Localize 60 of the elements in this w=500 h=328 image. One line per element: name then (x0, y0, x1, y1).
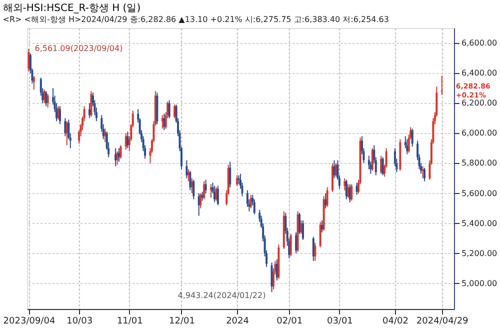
candlestick (229, 161, 232, 188)
candlestick (314, 242, 316, 262)
candlestick (440, 75, 443, 96)
annotation: 6,561.09(2023/09/04) (34, 44, 123, 53)
candlestick (368, 155, 370, 170)
candlestick (406, 138, 408, 155)
candlestick (324, 192, 327, 209)
candlestick (347, 184, 350, 198)
chart-subtitle: <R> <해외-항생 H>2024/04/29 종:6,282.86 ▲13.10 +0.21% 시:6,275.75 고:6,383.40 저:6,254.63 (2, 15, 389, 24)
candlestick (321, 220, 324, 233)
y-tick-label: 6,000.00 (462, 128, 498, 138)
candlestick (246, 190, 248, 208)
candlestick (45, 90, 48, 107)
candlestick (295, 232, 298, 254)
y-tick-label: 6,600.00 (462, 38, 498, 48)
candlestick (28, 48, 30, 72)
candlestick (104, 128, 106, 143)
candlestick (350, 184, 353, 202)
candlestick (174, 104, 176, 119)
candlestick (238, 174, 240, 185)
y-tick-label: 5,600.00 (462, 188, 498, 198)
y-tick-label: 5,400.00 (462, 218, 498, 228)
x-tick-label: 04/02 (382, 316, 408, 326)
candlestick (236, 174, 238, 186)
candlestick (382, 156, 384, 176)
candlestick (344, 178, 346, 191)
candlestick (58, 106, 61, 125)
x-tick-label: 11/01 (116, 316, 143, 326)
candlestick (57, 106, 60, 120)
candlestick (64, 118, 66, 137)
candlestick (380, 155, 382, 174)
candlestick (114, 148, 117, 167)
candlestick (215, 186, 218, 202)
x-tick-label: 02/01 (276, 316, 303, 326)
candlestick (90, 90, 92, 118)
y-tick-label: 6,200.00 (462, 98, 498, 108)
x-tick-label: 12/01 (169, 316, 195, 326)
x-tick-label: 2024 (226, 316, 250, 326)
candlestick (216, 185, 219, 206)
candlestick (290, 233, 292, 257)
candlestick (46, 94, 49, 108)
candlestick (326, 186, 328, 208)
candlestick (126, 131, 129, 149)
candlestick (204, 179, 207, 194)
chart-title: 해외-HSI:HSCE_R-항생 H (일) (2, 3, 141, 14)
y-tick-label: 5,800.00 (462, 158, 498, 168)
candlestick (163, 113, 166, 131)
candlestick (411, 128, 414, 148)
y-tick-label: 6,400.00 (462, 68, 498, 78)
x-tick-label: 2024/04/29 (416, 316, 469, 326)
x-tick-label: 2023/09/04 (3, 316, 56, 326)
candlestick (253, 198, 256, 215)
y-tick-label: 5,000.00 (462, 278, 498, 288)
x-tick-label: 10/03 (66, 316, 93, 326)
annotation: 4,943.24(2024/01/22) (178, 290, 266, 300)
x-tick-label: 03/01 (326, 316, 353, 326)
candlestick (319, 221, 322, 248)
y-tick-label: 5,200.00 (462, 248, 498, 258)
candlestick (32, 76, 35, 90)
candlestick (270, 262, 273, 292)
